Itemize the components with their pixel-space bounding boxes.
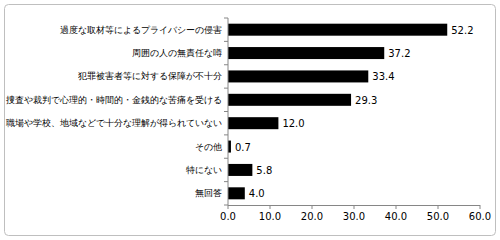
data-label: 33.4 [372, 71, 394, 82]
x-tick [228, 205, 229, 209]
x-tick [312, 205, 313, 209]
data-label: 4.0 [249, 188, 265, 199]
bar [228, 24, 447, 36]
chart-frame [5, 5, 496, 236]
chart-container: 過度な取材等によるプライバシーの侵害周囲の人の無責任な噂犯罪被害者等に対する保障… [0, 0, 500, 240]
category-tick [224, 88, 228, 89]
category-tick [224, 158, 228, 159]
category-tick [224, 111, 228, 112]
category-tick [224, 18, 228, 19]
category-tick [224, 205, 228, 206]
category-label: 周囲の人の無責任な噂 [132, 48, 222, 58]
x-tick [354, 205, 355, 209]
bar [228, 47, 384, 59]
x-tick-label: 30.0 [343, 211, 365, 222]
category-label: 犯罪被害者等に対する保障が不十分 [78, 71, 222, 81]
data-label: 12.0 [282, 118, 304, 129]
category-tick [224, 181, 228, 182]
x-tick-label: 20.0 [301, 211, 323, 222]
category-label: 過度な取材等によるプライバシーの侵害 [60, 25, 222, 35]
category-label: 特にない [186, 165, 222, 175]
data-label: 0.7 [235, 142, 251, 153]
bar [228, 164, 252, 176]
data-label: 5.8 [256, 165, 272, 176]
bar [228, 187, 245, 199]
x-tick [270, 205, 271, 209]
category-tick [224, 64, 228, 65]
category-label: 無回答 [195, 188, 222, 198]
category-label: 職場や学校、地域などで十分な理解が得られていない [6, 118, 222, 128]
x-tick [396, 205, 397, 209]
data-label: 29.3 [355, 95, 377, 106]
x-tick-label: 10.0 [259, 211, 281, 222]
bars [228, 24, 447, 200]
x-tick-label: 40.0 [385, 211, 407, 222]
data-label: 52.2 [451, 25, 473, 36]
x-tick [438, 205, 439, 209]
category-label: その他 [195, 142, 222, 152]
data-label: 37.2 [388, 48, 410, 59]
x-tick-label: 50.0 [427, 211, 449, 222]
category-tick [224, 41, 228, 42]
category-label: 捜査や裁判で心理的・時間的・金銭的な苦痛を受ける [6, 95, 222, 105]
x-tick-label: 60.0 [469, 211, 491, 222]
x-tick [480, 205, 481, 209]
chart-svg: 過度な取材等によるプライバシーの侵害周囲の人の無責任な噂犯罪被害者等に対する保障… [0, 0, 500, 240]
bar [228, 117, 278, 129]
bar [228, 70, 368, 82]
x-tick-label: 0.0 [220, 211, 236, 222]
category-tick [224, 134, 228, 135]
bar [228, 94, 351, 106]
